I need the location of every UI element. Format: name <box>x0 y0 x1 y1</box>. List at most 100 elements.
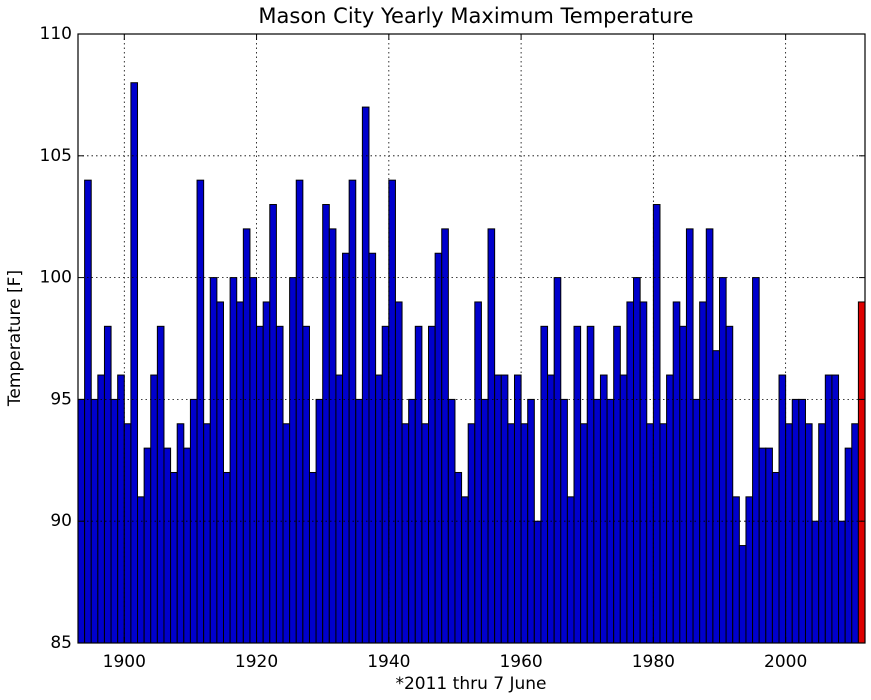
bar <box>765 447 773 644</box>
bar <box>269 204 277 644</box>
bar <box>599 374 608 644</box>
bar <box>692 398 701 644</box>
bar <box>639 301 648 644</box>
bar <box>778 374 787 644</box>
bar <box>613 325 621 644</box>
bar <box>566 496 575 644</box>
bar <box>137 496 145 644</box>
bar <box>513 374 522 644</box>
bar <box>176 423 185 644</box>
bar <box>771 471 780 644</box>
bar <box>322 204 330 644</box>
bar <box>428 325 436 644</box>
bar <box>633 277 641 644</box>
bar <box>798 398 806 644</box>
bar <box>381 325 390 644</box>
bar <box>295 179 304 644</box>
bar <box>818 423 826 644</box>
x-tick-label: 1900 <box>103 652 146 672</box>
bar <box>705 228 714 644</box>
bar <box>335 374 344 644</box>
bar <box>196 179 205 644</box>
bar <box>183 447 191 644</box>
x-tick-label: 2000 <box>764 652 807 672</box>
bar <box>712 350 721 644</box>
bar <box>394 301 403 644</box>
bar <box>236 301 244 644</box>
bar <box>203 423 211 644</box>
bar <box>752 277 760 644</box>
bar <box>216 301 224 644</box>
bar <box>130 82 139 644</box>
y-tick-label: 95 <box>50 389 72 409</box>
y-axis-label: Temperature [F] <box>5 270 25 407</box>
bar <box>500 374 509 644</box>
bar <box>626 301 635 644</box>
bar <box>222 471 231 644</box>
bar <box>249 277 258 644</box>
bar <box>593 398 601 644</box>
bar <box>547 374 555 644</box>
bar <box>758 447 767 644</box>
bar <box>256 325 264 644</box>
bar <box>573 325 582 644</box>
bar <box>97 374 105 644</box>
bar <box>507 423 515 644</box>
bar <box>652 204 661 644</box>
bar <box>355 398 363 644</box>
x-tick-label: 1960 <box>499 652 542 672</box>
y-tick-label: 90 <box>50 511 72 531</box>
bar <box>117 374 125 644</box>
y-tick-label: 100 <box>40 268 72 288</box>
x-tick-label: 1980 <box>632 652 675 672</box>
chart-title: Mason City Yearly Maximum Temperature <box>258 4 693 28</box>
bar <box>388 179 396 644</box>
bar <box>461 496 469 644</box>
bar <box>719 277 727 644</box>
bar <box>156 325 165 644</box>
bar <box>103 325 112 644</box>
bar <box>804 423 813 644</box>
bar <box>619 374 628 644</box>
bar <box>553 277 562 644</box>
bar <box>831 374 840 644</box>
bar <box>725 325 734 644</box>
bar <box>851 423 859 644</box>
bar <box>487 228 496 644</box>
x-axis-label: *2011 thru 7 June <box>395 674 546 694</box>
bar <box>342 252 350 644</box>
bar <box>209 277 218 644</box>
bar <box>123 423 132 644</box>
bar <box>308 471 317 644</box>
bar <box>586 325 595 644</box>
bar <box>434 252 443 644</box>
bar <box>242 228 251 644</box>
bar <box>467 423 476 644</box>
bar <box>791 398 800 644</box>
y-tick-label: 85 <box>50 633 72 653</box>
bar <box>368 252 377 644</box>
bar <box>494 374 502 644</box>
bar <box>480 398 489 644</box>
bar <box>375 374 383 644</box>
bar <box>401 423 410 644</box>
bar <box>421 423 430 644</box>
bar <box>361 106 370 644</box>
bar <box>732 496 740 644</box>
bar <box>672 301 681 644</box>
bar <box>738 545 747 644</box>
plot-frame <box>77 33 866 644</box>
bar <box>685 228 694 644</box>
bar <box>262 301 271 644</box>
bar <box>348 179 357 644</box>
bar <box>838 520 846 644</box>
bar <box>533 520 542 644</box>
bar <box>414 325 423 644</box>
bar <box>580 423 588 644</box>
y-tick-label: 105 <box>40 146 72 166</box>
bar <box>84 179 92 644</box>
bar <box>785 423 793 644</box>
bar <box>659 423 668 644</box>
x-tick-label: 1940 <box>367 652 410 672</box>
bar <box>229 277 238 644</box>
